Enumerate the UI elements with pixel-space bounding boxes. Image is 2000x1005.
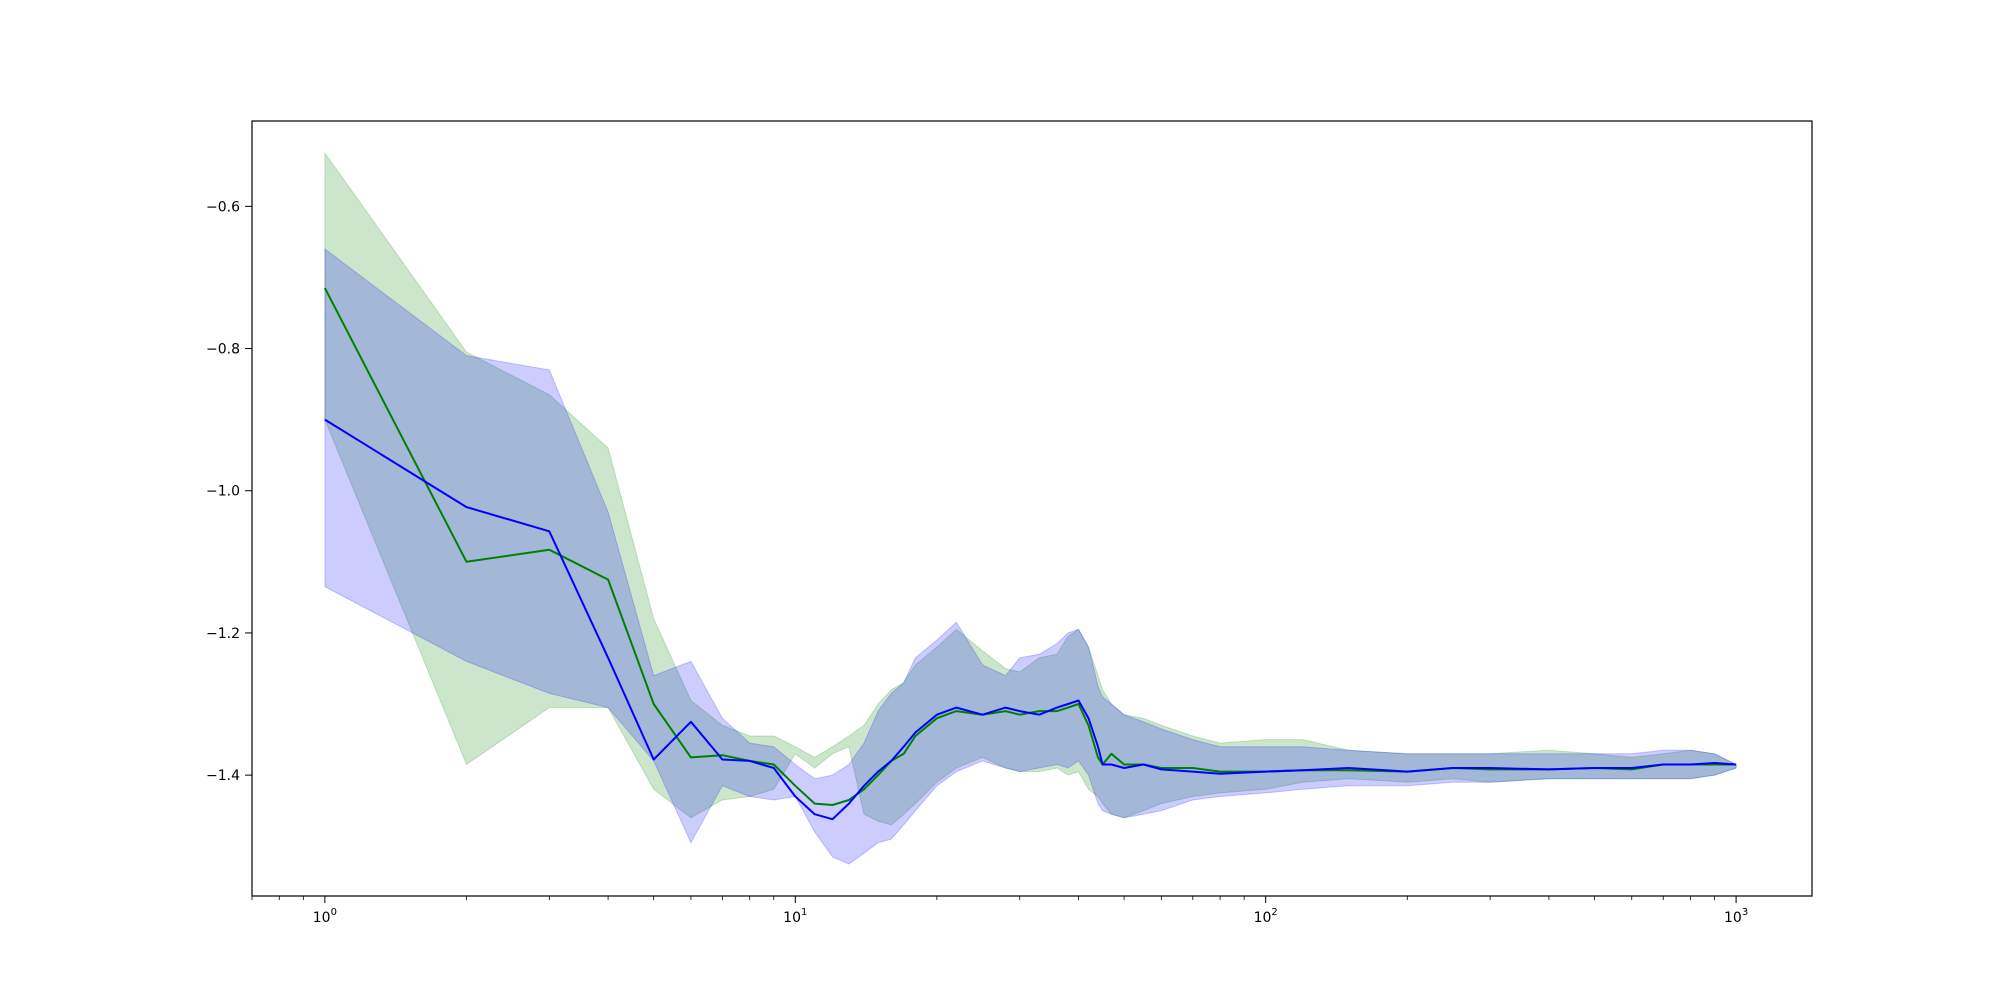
y-tick-label-1: −0.8 [206, 342, 240, 358]
x-tick-label-1: 101 [783, 907, 807, 926]
x-tick-label-2: 102 [1254, 907, 1278, 926]
series-1-line [324, 418, 1737, 821]
y-tick-label-3: −1.2 [206, 626, 240, 642]
plot-frame [251, 120, 1813, 897]
y-tick-label-2: −1.0 [206, 484, 240, 500]
y-tick-label-0: −0.6 [206, 199, 240, 215]
x-tick-label-0: 100 [313, 907, 337, 926]
confidence-bands [324, 151, 1737, 865]
series-0-band [324, 151, 1737, 826]
axis-ticks: 100 101 102 103 −0.6 −0.8 −1.0 −1.2 −1.4 [206, 199, 1748, 926]
series-1-band [324, 247, 1737, 865]
series-lines [324, 287, 1737, 821]
x-tick-label-3: 103 [1724, 907, 1748, 926]
y-tick-label-4: −1.4 [206, 768, 240, 784]
